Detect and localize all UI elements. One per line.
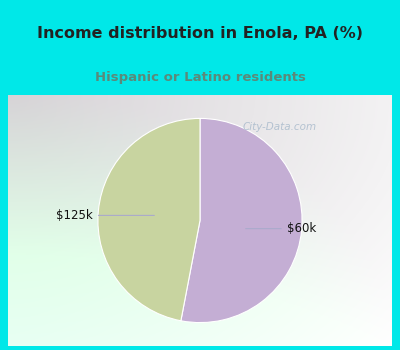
- Wedge shape: [98, 118, 200, 321]
- Text: City-Data.com: City-Data.com: [243, 122, 317, 132]
- Text: Income distribution in Enola, PA (%): Income distribution in Enola, PA (%): [37, 26, 363, 41]
- Text: $125k: $125k: [56, 209, 154, 222]
- Text: Hispanic or Latino residents: Hispanic or Latino residents: [94, 71, 306, 84]
- Text: $60k: $60k: [246, 222, 316, 235]
- Wedge shape: [181, 118, 302, 323]
